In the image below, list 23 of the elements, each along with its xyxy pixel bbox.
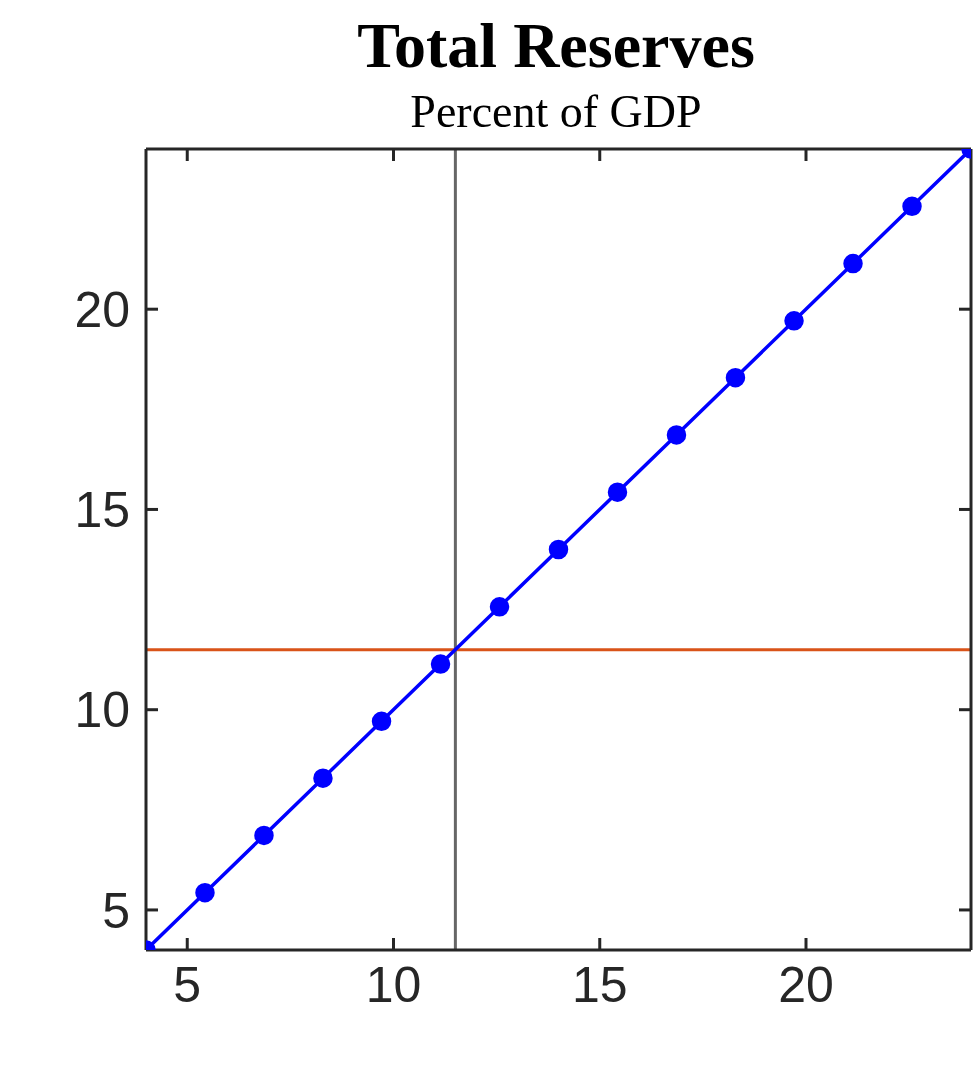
point — [548, 539, 569, 560]
x-tick-label: 15 — [571, 956, 628, 1013]
chart-title: Total Reserves — [356, 9, 756, 83]
y-tick-label: 5 — [102, 882, 130, 939]
y-tick-label: 15 — [74, 482, 130, 539]
x-tick-label: 5 — [173, 956, 202, 1013]
point — [725, 367, 746, 388]
point — [489, 597, 510, 617]
point — [254, 825, 274, 846]
point — [784, 311, 804, 331]
point — [843, 253, 863, 274]
x-tick-label: 20 — [778, 956, 834, 1013]
point — [666, 425, 687, 445]
point — [371, 711, 392, 732]
y-tick-label: 10 — [74, 682, 130, 739]
point — [902, 196, 922, 217]
point — [430, 654, 451, 674]
point — [313, 768, 333, 788]
x-tick-label: 10 — [365, 956, 422, 1013]
chart-subtitle: Percent of GDP — [409, 85, 703, 139]
y-tick-label: 20 — [74, 281, 130, 338]
point — [607, 482, 628, 502]
point — [195, 882, 215, 903]
